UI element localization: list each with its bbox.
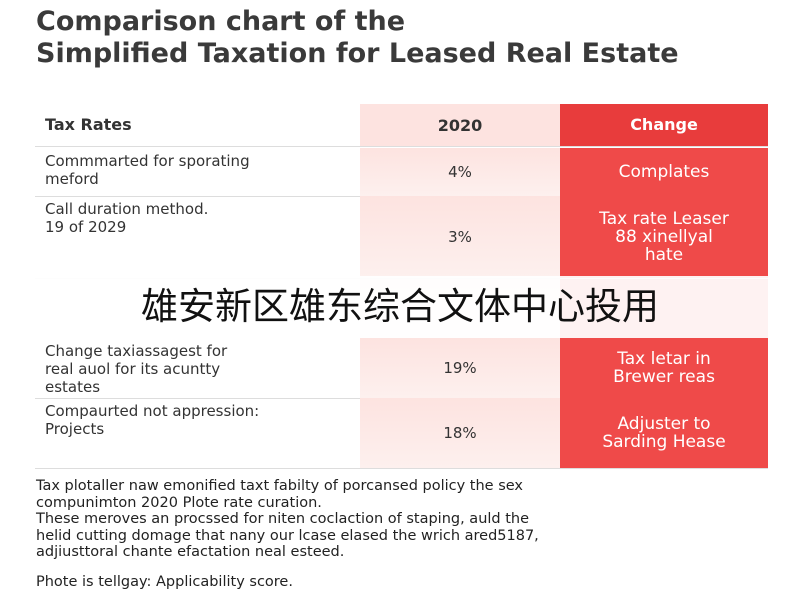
footer-line: These meroves an procssed for niten cocl… xyxy=(36,511,530,527)
cell-text: Projects xyxy=(45,420,105,438)
table-cell: 18% xyxy=(360,398,560,468)
cell-text: Tax letar in xyxy=(617,349,711,369)
cell-text: 88 xinellyal xyxy=(615,227,713,247)
cell-text: 19% xyxy=(443,359,477,377)
table-cell: Compaurted not appression: Projects xyxy=(35,398,360,468)
cell-text: Complates xyxy=(618,162,710,182)
cell-text: Change taxiassagest for xyxy=(45,342,228,360)
cell-text: meford xyxy=(45,170,99,188)
header-cell: Change xyxy=(560,104,768,146)
cell-text: Compaurted not appression: xyxy=(45,402,260,420)
footer-line: helid cutting domage that nany our lcase… xyxy=(36,527,539,544)
table-cell: 19% xyxy=(360,338,560,398)
cell-text: 18% xyxy=(443,424,477,442)
cell-text: Brewer reas xyxy=(613,367,715,387)
note: Phote is tellgay: Applicability score. xyxy=(36,574,293,590)
table-cell: 4% xyxy=(360,148,560,196)
cell-text: Tax rate Leaser xyxy=(599,209,729,229)
cell-text: estates xyxy=(45,378,101,396)
cell-text: hate xyxy=(644,245,684,265)
footer-line: adjiusttoral chante efactation neal este… xyxy=(36,544,345,560)
header-cell: Tax Rates xyxy=(45,115,132,134)
cell-text: 3% xyxy=(448,228,472,246)
overlay-banner: 雄安新区雄东综合文体中心投用 xyxy=(0,276,800,338)
table-cell: Adjuster to Sarding Hease xyxy=(560,398,768,468)
cell-text: Sarding Hease xyxy=(602,432,726,452)
cell-text: real auol for its acuntty xyxy=(45,360,221,378)
title-line: Simplified Taxation for Leased Real Esta… xyxy=(36,38,679,69)
cell-text: Adjuster to xyxy=(617,414,711,434)
table-cell: Tax rate Leaser 88 xinellyal hate xyxy=(560,196,768,278)
table-cell: Call duration method. 19 of 2029 xyxy=(35,196,360,278)
cell-text: 4% xyxy=(448,163,472,181)
table-cell: 3% xyxy=(360,196,560,278)
cell-text: Call duration method. xyxy=(45,200,209,218)
row-divider xyxy=(35,468,768,469)
row-divider xyxy=(35,146,768,147)
table-cell: Change taxiassagest for real auol for its… xyxy=(35,338,360,398)
footer-line: compunimton 2020 Plote rate curation. xyxy=(36,494,322,511)
table-cell: Complates xyxy=(560,148,768,196)
cell-text: Commmarted for sporating xyxy=(45,152,250,170)
header-cell: 2020 xyxy=(360,104,560,146)
footer-line: Tax plotaller naw emonified taxt fabilty… xyxy=(36,478,524,494)
table-cell: Commmarted for sporating meford xyxy=(35,148,360,196)
table-cell: Tax letar in Brewer reas xyxy=(560,338,768,398)
title-line: Comparison chart of the xyxy=(36,6,406,37)
cell-text: 19 of 2029 xyxy=(45,218,127,236)
overlay-text: 雄安新区雄东综合文体中心投用 xyxy=(141,285,659,328)
